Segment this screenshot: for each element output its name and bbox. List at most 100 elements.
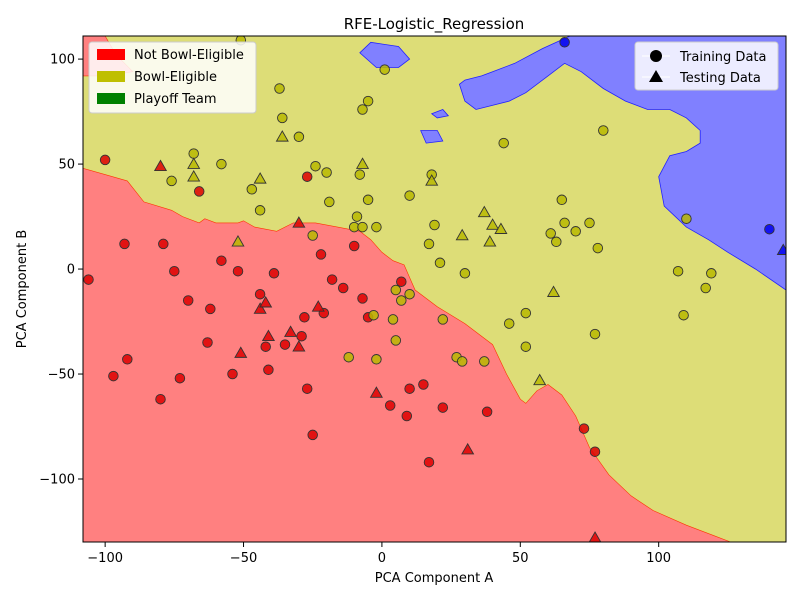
training-point-not-bowl — [99, 154, 111, 166]
training-point-not-bowl — [158, 238, 169, 250]
training-point-bowl — [310, 160, 321, 172]
testing-point-not-bowl — [153, 159, 168, 171]
training-point-not-bowl — [357, 293, 368, 304]
training-point-bowl — [551, 236, 562, 248]
chart-title: RFE-Logistic_Regression — [344, 15, 525, 34]
training-point-not-bowl — [396, 276, 407, 287]
training-point-not-bowl — [108, 370, 119, 382]
training-point-bowl — [584, 217, 595, 229]
training-point-not-bowl — [254, 288, 266, 300]
training-point-not-bowl — [122, 354, 133, 365]
training-point-bowl — [343, 351, 354, 363]
testing-point-not-bowl — [369, 386, 383, 398]
training-point-playoff — [764, 223, 775, 235]
x-tick-label: −100 — [87, 551, 123, 566]
training-point-bowl — [672, 265, 684, 277]
testing-point-not-bowl — [261, 329, 276, 342]
training-point-bowl — [396, 295, 407, 306]
legend-label-playoff-team: Playoff Team — [134, 92, 217, 107]
training-point-not-bowl — [174, 372, 186, 384]
training-point-bowl — [589, 328, 601, 340]
x-axis: −100 −50 0 50 100 — [87, 542, 671, 566]
training-point-not-bowl — [202, 337, 213, 348]
training-point-bowl — [390, 335, 402, 346]
training-point-bowl — [700, 282, 711, 294]
testing-point-not-bowl — [259, 295, 273, 308]
training-point-not-bowl — [301, 383, 313, 394]
training-point-bowl — [321, 167, 332, 178]
training-point-not-bowl — [83, 274, 94, 285]
testing-point-bowl — [533, 373, 547, 386]
legend-label-testing-data: Testing Data — [679, 71, 761, 86]
training-point-bowl — [559, 217, 570, 229]
y-tick-label: −100 — [39, 473, 75, 488]
training-point-bowl — [354, 169, 366, 180]
training-point-bowl — [598, 125, 609, 136]
testing-point-bowl — [425, 174, 439, 186]
x-tick-label: −50 — [230, 551, 257, 566]
region-playoff-team-island — [359, 41, 411, 68]
region-playoff-team — [458, 36, 786, 291]
training-point-not-bowl — [326, 274, 338, 285]
training-point-not-bowl — [155, 393, 166, 405]
training-point-bowl — [246, 184, 258, 195]
legend-label-bowl-eligible: Bowl-Eligible — [134, 70, 217, 85]
x-tick-label: 0 — [378, 551, 386, 566]
training-point-not-bowl — [216, 255, 227, 266]
testing-point-bowl — [483, 235, 497, 247]
training-point-bowl — [324, 196, 335, 208]
training-point-not-bowl — [268, 268, 280, 279]
data-points — [83, 36, 786, 542]
training-point-bowl — [498, 137, 509, 149]
training-point-not-bowl — [437, 402, 449, 413]
testing-point-bowl — [355, 157, 370, 169]
training-point-not-bowl — [260, 341, 271, 352]
training-point-bowl — [404, 288, 415, 300]
training-point-bowl — [592, 242, 604, 254]
legend-swatch-not-bowl-eligible — [97, 49, 125, 60]
training-point-bowl — [371, 354, 382, 365]
training-point-bowl — [570, 226, 581, 237]
testing-point-not-bowl — [292, 340, 306, 352]
testing-point-not-bowl — [292, 216, 306, 228]
training-point-bowl — [254, 205, 266, 216]
training-point-bowl — [371, 221, 382, 233]
training-point-bowl — [681, 213, 692, 224]
training-point-not-bowl — [119, 238, 130, 250]
training-point-not-bowl — [193, 186, 205, 197]
training-point-not-bowl — [279, 339, 291, 350]
y-tick-label: 0 — [67, 263, 75, 278]
legend-markers-box — [634, 41, 779, 91]
legend-marker-triangle — [649, 70, 663, 82]
region-playoff-team-island — [420, 130, 444, 144]
training-point-not-bowl — [205, 303, 216, 315]
testing-point-bowl — [494, 222, 508, 234]
training-point-bowl — [434, 257, 446, 269]
training-point-bowl — [216, 158, 227, 170]
training-point-not-bowl — [384, 400, 396, 411]
training-point-bowl — [379, 64, 390, 75]
plot-frame — [82, 35, 787, 543]
testing-point-bowl — [275, 130, 289, 142]
y-tick-label: 50 — [58, 158, 75, 173]
training-point-bowl — [437, 314, 449, 325]
training-point-not-bowl — [337, 282, 349, 294]
training-point-bowl — [503, 318, 515, 329]
training-point-bowl — [678, 309, 689, 321]
testing-point-not-bowl — [311, 300, 325, 312]
training-point-bowl — [520, 341, 532, 352]
testing-point-bowl — [253, 172, 267, 184]
training-point-bowl — [429, 219, 440, 231]
training-point-bowl — [387, 314, 399, 325]
training-point-bowl — [166, 175, 177, 187]
training-point-not-bowl — [169, 265, 180, 277]
legend-classes: Not Bowl-Eligible Bowl-Eligible Playoff … — [88, 41, 257, 114]
legend-swatch-bowl-eligible — [97, 71, 125, 82]
training-point-bowl — [362, 194, 374, 206]
plot-area — [82, 35, 787, 543]
x-tick-label: 100 — [646, 551, 671, 566]
legend-swatch-playoff-team — [97, 93, 125, 104]
testing-point-not-bowl — [284, 325, 298, 337]
legend-label-training-data: Training Data — [679, 50, 766, 65]
